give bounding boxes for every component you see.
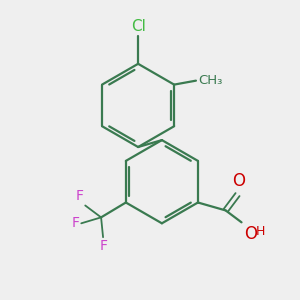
Text: F: F bbox=[71, 216, 79, 230]
Text: H: H bbox=[255, 225, 265, 238]
Text: O: O bbox=[232, 172, 245, 190]
Text: CH₃: CH₃ bbox=[198, 74, 222, 87]
Text: Cl: Cl bbox=[131, 19, 146, 34]
Text: F: F bbox=[75, 190, 83, 203]
Text: F: F bbox=[100, 239, 108, 253]
Text: O: O bbox=[244, 225, 257, 243]
